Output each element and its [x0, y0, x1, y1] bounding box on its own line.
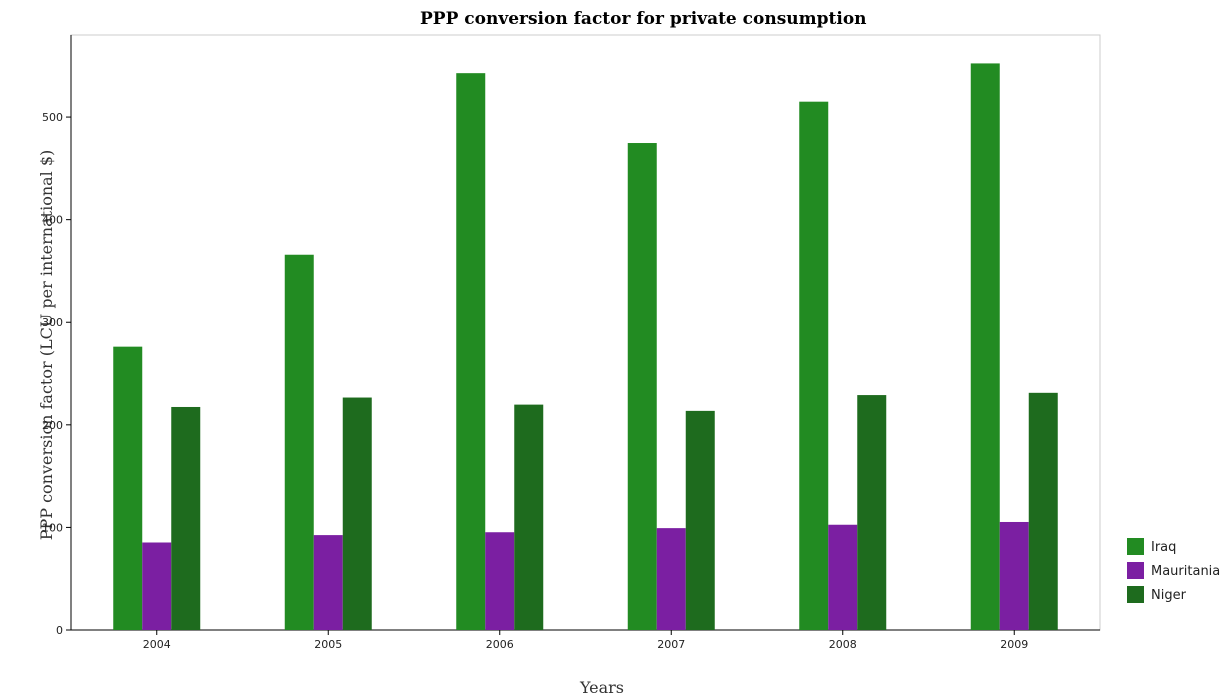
bar-iraq-2005	[284, 254, 314, 630]
legend-label-niger: Niger	[1151, 588, 1187, 603]
bar-mauritania-2007	[656, 528, 686, 630]
plot-frame	[70, 34, 1101, 631]
x-tick-label: 2008	[829, 638, 857, 651]
y-axis-label: PPP conversion factor (LCU per internati…	[37, 150, 56, 541]
x-tick-label: 2009	[1000, 638, 1028, 651]
bar-mauritania-2004	[142, 542, 172, 630]
x-tick-label: 2004	[143, 638, 171, 651]
legend-swatch-iraq	[1127, 538, 1144, 555]
x-axis-label: Years	[579, 678, 624, 697]
legend-swatch-mauritania	[1127, 562, 1144, 579]
bar-niger-2007	[685, 410, 715, 630]
bar-mauritania-2008	[828, 524, 858, 630]
legend-swatch-niger	[1127, 586, 1144, 603]
bar-niger-2005	[342, 397, 372, 630]
bar-iraq-2009	[970, 63, 1000, 630]
bar-niger-2006	[514, 404, 544, 630]
bar-iraq-2006	[456, 73, 486, 631]
x-tick-label: 2006	[486, 638, 514, 651]
y-tick-label: 400	[42, 214, 63, 227]
y-tick-label: 0	[56, 624, 63, 637]
chart-title: PPP conversion factor for private consum…	[420, 9, 867, 29]
y-tick-label: 300	[42, 316, 63, 329]
bar-niger-2004	[171, 406, 201, 630]
bar-mauritania-2005	[313, 535, 343, 630]
legend-label-mauritania: Mauritania	[1151, 564, 1220, 579]
y-tick-label: 500	[42, 111, 63, 124]
bar-iraq-2004	[113, 346, 143, 630]
bar-mauritania-2009	[999, 521, 1029, 630]
bar-iraq-2008	[799, 101, 829, 631]
y-tick-label: 200	[42, 419, 63, 432]
bar-niger-2009	[1028, 392, 1058, 630]
plot-area: 0 100 200 300 400 500 2004 2005 2006 2007 2008 2009	[42, 34, 1101, 651]
x-tick-label: 2007	[657, 638, 685, 651]
y-tick-label: 100	[42, 521, 63, 534]
bar-iraq-2007	[627, 143, 657, 631]
x-tick-label: 2005	[314, 638, 342, 651]
bar-mauritania-2006	[485, 532, 515, 630]
legend: Iraq Mauritania Niger	[1127, 538, 1220, 603]
bar-niger-2008	[857, 395, 887, 630]
legend-label-iraq: Iraq	[1151, 540, 1176, 555]
